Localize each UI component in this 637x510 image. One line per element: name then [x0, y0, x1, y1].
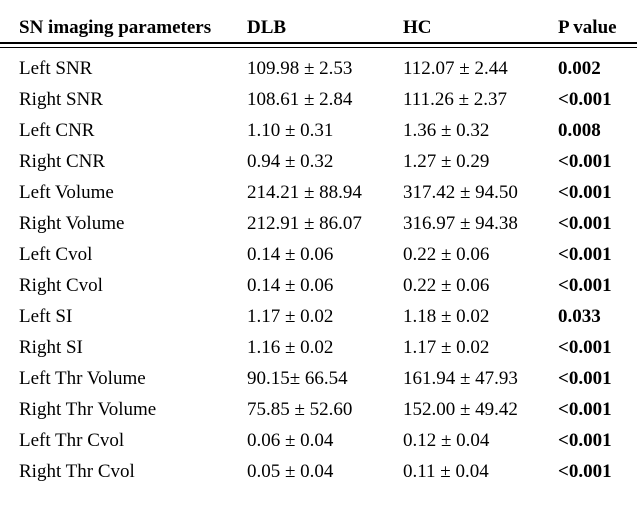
hc-value-cell: 0.12 ± 0.04 — [403, 431, 490, 450]
parameter-name-cell: Right Thr Volume — [19, 400, 157, 419]
dlb-value-cell: 90.15± 66.54 — [247, 369, 348, 388]
dlb-value-cell: 1.10 ± 0.31 — [247, 121, 334, 140]
hc-value-cell: 111.26 ± 2.37 — [403, 90, 508, 109]
parameter-name-cell: Left SNR — [19, 59, 93, 78]
table-row: Right Thr Cvol 0.05 ± 0.04 0.11 ± 0.04 <… — [0, 456, 637, 487]
parameter-name-cell: Left Cvol — [19, 245, 93, 264]
table-row: Right CNR 0.94 ± 0.32 1.27 ± 0.29 <0.001 — [0, 146, 637, 177]
hc-value-cell: 161.94 ± 47.93 — [403, 369, 518, 388]
column-header-parameters: SN imaging parameters — [19, 17, 212, 37]
p-value-cell: <0.001 — [558, 90, 612, 109]
p-value-cell: 0.033 — [558, 307, 601, 326]
parameter-name-cell: Left CNR — [19, 121, 95, 140]
column-header-dlb: DLB — [247, 17, 287, 37]
dlb-value-cell: 108.61 ± 2.84 — [247, 90, 353, 109]
column-header-hc: HC — [403, 17, 432, 37]
table-row: Left Volume 214.21 ± 88.94 317.42 ± 94.5… — [0, 177, 637, 208]
parameter-name-cell: Right SNR — [19, 90, 103, 109]
table-row: Left Thr Volume 90.15± 66.54 161.94 ± 47… — [0, 363, 637, 394]
dlb-value-cell: 214.21 ± 88.94 — [247, 183, 362, 202]
table-body: Left SNR 109.98 ± 2.53 112.07 ± 2.44 0.0… — [0, 48, 637, 487]
hc-value-cell: 152.00 ± 49.42 — [403, 400, 518, 419]
parameter-name-cell: Right Volume — [19, 214, 125, 233]
p-value-cell: <0.001 — [558, 183, 612, 202]
dlb-value-cell: 1.17 ± 0.02 — [247, 307, 334, 326]
table-row: Left Thr Cvol 0.06 ± 0.04 0.12 ± 0.04 <0… — [0, 425, 637, 456]
p-value-cell: <0.001 — [558, 400, 612, 419]
hc-value-cell: 1.27 ± 0.29 — [403, 152, 490, 171]
hc-value-cell: 0.22 ± 0.06 — [403, 276, 490, 295]
parameter-name-cell: Right Cvol — [19, 276, 103, 295]
parameter-name-cell: Right Thr Cvol — [19, 462, 135, 481]
hc-value-cell: 317.42 ± 94.50 — [403, 183, 518, 202]
hc-value-cell: 1.18 ± 0.02 — [403, 307, 490, 326]
parameter-name-cell: Left Thr Cvol — [19, 431, 125, 450]
dlb-value-cell: 75.85 ± 52.60 — [247, 400, 353, 419]
hc-value-cell: 0.22 ± 0.06 — [403, 245, 490, 264]
table-row: Left SI 1.17 ± 0.02 1.18 ± 0.02 0.033 — [0, 301, 637, 332]
p-value-cell: 0.008 — [558, 121, 601, 140]
hc-value-cell: 1.17 ± 0.02 — [403, 338, 490, 357]
table-row: Right Volume 212.91 ± 86.07 316.97 ± 94.… — [0, 208, 637, 239]
table-row: Right SI 1.16 ± 0.02 1.17 ± 0.02 <0.001 — [0, 332, 637, 363]
parameter-name-cell: Left Thr Volume — [19, 369, 146, 388]
p-value-cell: 0.002 — [558, 59, 601, 78]
p-value-cell: <0.001 — [558, 152, 612, 171]
p-value-cell: <0.001 — [558, 338, 612, 357]
dlb-value-cell: 0.94 ± 0.32 — [247, 152, 334, 171]
column-header-pvalue: P value — [558, 17, 617, 37]
p-value-cell: <0.001 — [558, 245, 612, 264]
dlb-value-cell: 0.05 ± 0.04 — [247, 462, 334, 481]
header-divider-double-rule — [0, 42, 637, 48]
table-row: Left Cvol 0.14 ± 0.06 0.22 ± 0.06 <0.001 — [0, 239, 637, 270]
p-value-cell: <0.001 — [558, 431, 612, 450]
table-row: Right SNR 108.61 ± 2.84 111.26 ± 2.37 <0… — [0, 84, 637, 115]
hc-value-cell: 1.36 ± 0.32 — [403, 121, 490, 140]
table-row: Left CNR 1.10 ± 0.31 1.36 ± 0.32 0.008 — [0, 115, 637, 146]
p-value-cell: <0.001 — [558, 214, 612, 233]
hc-value-cell: 0.11 ± 0.04 — [403, 462, 489, 481]
dlb-value-cell: 109.98 ± 2.53 — [247, 59, 353, 78]
table-row: Left SNR 109.98 ± 2.53 112.07 ± 2.44 0.0… — [0, 53, 637, 84]
p-value-cell: <0.001 — [558, 369, 612, 388]
dlb-value-cell: 0.06 ± 0.04 — [247, 431, 334, 450]
dlb-value-cell: 0.14 ± 0.06 — [247, 245, 334, 264]
dlb-value-cell: 212.91 ± 86.07 — [247, 214, 362, 233]
parameter-name-cell: Left Volume — [19, 183, 114, 202]
parameter-name-cell: Right CNR — [19, 152, 106, 171]
p-value-cell: <0.001 — [558, 462, 612, 481]
table-row: Right Thr Volume 75.85 ± 52.60 152.00 ± … — [0, 394, 637, 425]
parameter-name-cell: Left SI — [19, 307, 73, 326]
p-value-cell: <0.001 — [558, 276, 612, 295]
table-header-row: SN imaging parameters DLB HC P value — [0, 12, 637, 42]
hc-value-cell: 316.97 ± 94.38 — [403, 214, 518, 233]
table-row: Right Cvol 0.14 ± 0.06 0.22 ± 0.06 <0.00… — [0, 270, 637, 301]
hc-value-cell: 112.07 ± 2.44 — [403, 59, 508, 78]
parameter-name-cell: Right SI — [19, 338, 83, 357]
dlb-value-cell: 0.14 ± 0.06 — [247, 276, 334, 295]
dlb-value-cell: 1.16 ± 0.02 — [247, 338, 334, 357]
